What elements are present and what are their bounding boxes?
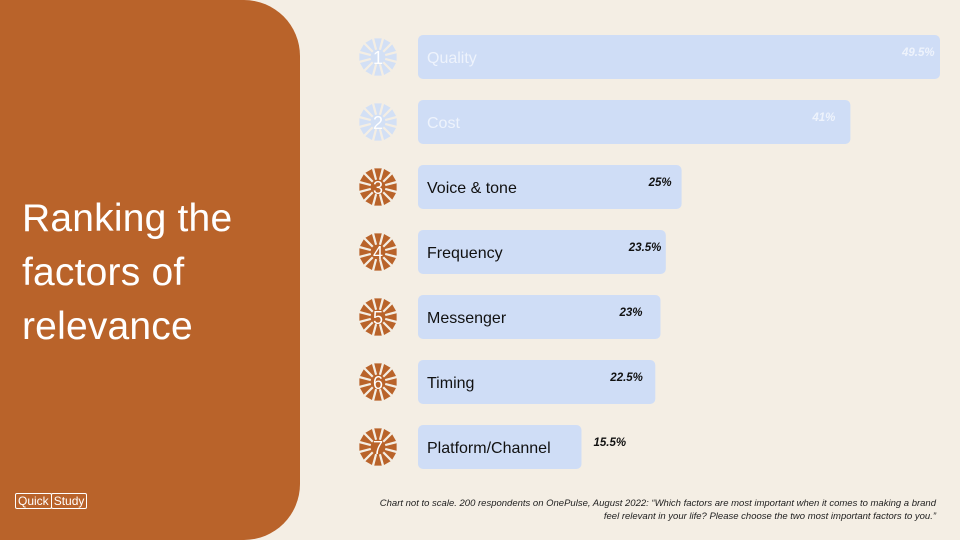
value-label: 15.5% — [594, 437, 627, 449]
rank-badge-icon: 1 — [359, 38, 397, 76]
rank-number: 6 — [373, 373, 383, 393]
category-label: Voice & tone — [427, 180, 517, 197]
bar — [418, 100, 851, 144]
value-label: 25% — [648, 177, 672, 189]
rank-badge-icon: 2 — [359, 103, 397, 141]
category-label: Cost — [427, 115, 460, 132]
quick-study-logo: Quick Study — [15, 493, 88, 509]
bar — [418, 35, 940, 79]
rank-badge-icon: 5 — [359, 298, 397, 336]
bar — [418, 165, 682, 209]
value-label: 41% — [811, 112, 835, 124]
category-label: Platform/Channel — [427, 440, 551, 457]
category-label: Frequency — [427, 245, 503, 262]
category-label: Quality — [427, 50, 477, 67]
rank-number: 1 — [373, 48, 383, 68]
rank-number: 4 — [373, 243, 383, 263]
value-label: 49.5% — [901, 47, 935, 59]
rank-badge-icon: 7 — [359, 428, 397, 466]
bar — [418, 230, 666, 274]
value-label: 23.5% — [628, 242, 662, 254]
brand-word-study: Study — [50, 493, 88, 509]
rank-number: 7 — [373, 438, 383, 458]
value-label: 22.5% — [609, 372, 643, 384]
category-label: Messenger — [427, 310, 507, 327]
rank-badge-icon: 3 — [359, 168, 397, 206]
bar — [418, 425, 582, 469]
rank-number: 3 — [373, 178, 383, 198]
page-title: Ranking the factors of relevance — [22, 197, 233, 348]
value-label: 23% — [619, 307, 643, 319]
rank-number: 5 — [373, 308, 383, 328]
rank-badge-icon: 6 — [359, 363, 397, 401]
rank-number: 2 — [373, 113, 383, 133]
bar — [418, 360, 656, 404]
bar — [418, 295, 661, 339]
rank-badge-icon: 4 — [359, 233, 397, 271]
chart-footnote: Chart not to scale. 200 respondents on O… — [379, 498, 936, 522]
title-panel: Ranking the factors of relevance Quick S… — [0, 0, 300, 540]
category-label: Timing — [427, 375, 474, 392]
